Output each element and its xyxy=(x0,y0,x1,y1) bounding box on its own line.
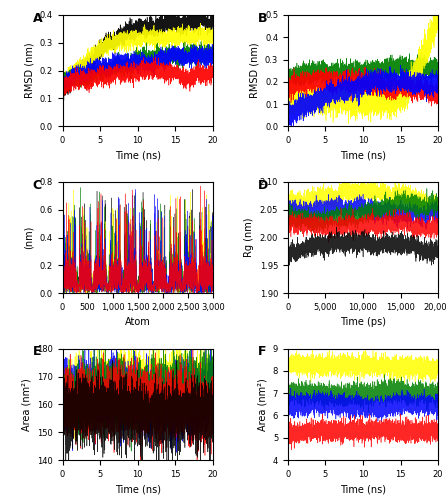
X-axis label: Time (ns): Time (ns) xyxy=(340,484,386,494)
Y-axis label: (nm): (nm) xyxy=(24,226,34,249)
Text: A: A xyxy=(33,12,42,24)
Text: E: E xyxy=(33,346,41,358)
Text: C: C xyxy=(33,178,42,192)
Y-axis label: Area (nm²): Area (nm²) xyxy=(21,378,31,430)
Y-axis label: Rg (nm): Rg (nm) xyxy=(244,218,254,257)
X-axis label: Time (ps): Time (ps) xyxy=(340,318,386,328)
X-axis label: Time (ns): Time (ns) xyxy=(115,150,160,160)
X-axis label: Time (ns): Time (ns) xyxy=(340,150,386,160)
Text: D: D xyxy=(258,178,268,192)
Text: F: F xyxy=(258,346,266,358)
X-axis label: Time (ns): Time (ns) xyxy=(115,484,160,494)
Y-axis label: RMSD (nm): RMSD (nm) xyxy=(24,43,34,98)
Text: B: B xyxy=(258,12,267,24)
Y-axis label: RMSD (nm): RMSD (nm) xyxy=(249,43,259,98)
X-axis label: Atom: Atom xyxy=(125,318,151,328)
Y-axis label: Area (nm²): Area (nm²) xyxy=(257,378,267,430)
